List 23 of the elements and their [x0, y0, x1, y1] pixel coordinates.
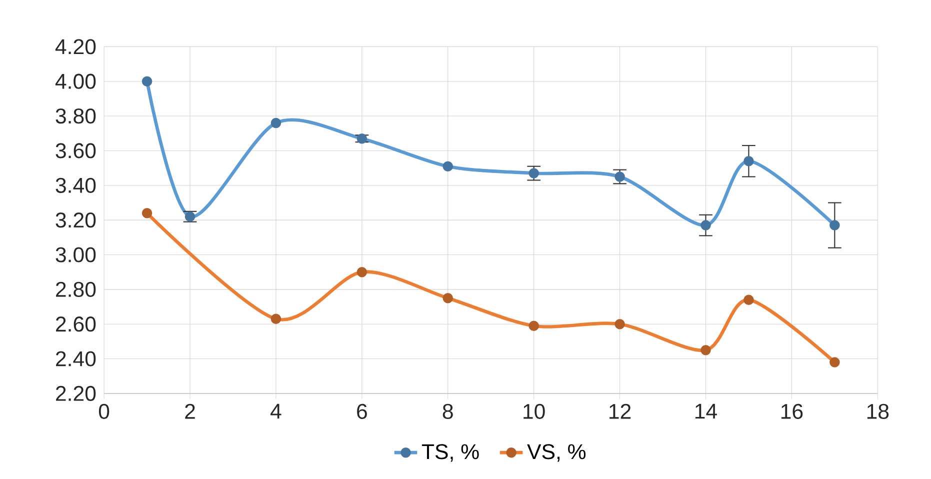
legend-label: VS, % [527, 444, 586, 462]
y-tick-label: 2.60 [56, 316, 96, 332]
y-tick-label: 3.40 [56, 178, 96, 194]
x-tick-label: 4 [270, 404, 282, 419]
y-tick-label: 3.00 [56, 247, 96, 262]
y-tick-label: 4.00 [55, 74, 96, 89]
y-tick-label: 2.20 [56, 386, 96, 402]
legend-label: TS, % [422, 444, 479, 462]
x-tick-label: 12 [610, 404, 631, 419]
x-tick-label: 14 [696, 404, 717, 419]
y-tick-label: 3.80 [56, 108, 96, 124]
y-tick-label: 2.40 [56, 351, 96, 366]
x-tick-label: 18 [867, 404, 889, 420]
x-tick-label: 8 [442, 404, 453, 420]
x-tick-label: 6 [357, 404, 367, 420]
x-tick-label: 16 [781, 404, 803, 420]
x-tick-label: 2 [185, 404, 195, 419]
x-tick-label: 0 [98, 404, 110, 420]
y-tick-label: 3.20 [56, 212, 96, 228]
y-tick-label: 3.60 [56, 143, 96, 158]
y-tick-label: 2.80 [56, 282, 96, 298]
y-tick-label: 4.20 [55, 39, 96, 54]
x-tick-label: 10 [524, 404, 545, 420]
